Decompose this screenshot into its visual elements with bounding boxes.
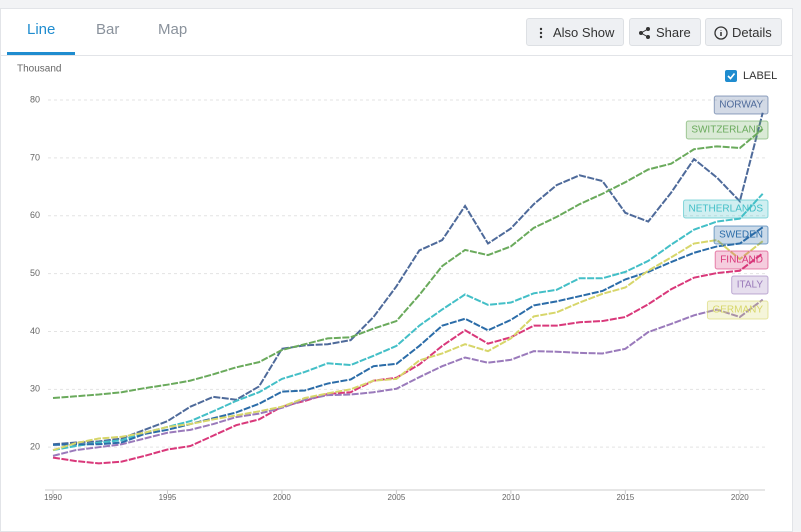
button-label: Details bbox=[732, 25, 772, 40]
icon bbox=[539, 27, 543, 39]
series-label-box bbox=[706, 300, 769, 320]
series-label: FINLAND bbox=[714, 250, 769, 270]
series-label-box bbox=[713, 95, 769, 115]
series-line bbox=[52, 112, 764, 446]
series-label: NORWAY bbox=[713, 95, 769, 115]
icon bbox=[714, 26, 728, 40]
series-label-text: SWITZERLAND bbox=[691, 125, 763, 136]
series-label-text: ITALY bbox=[737, 280, 764, 291]
tab-bar[interactable]: Bar bbox=[96, 21, 120, 38]
y-tick-label: 20 bbox=[30, 442, 40, 452]
series-label-text: NORWAY bbox=[719, 100, 763, 111]
series-label-box bbox=[731, 275, 769, 295]
x-tick-label: 1990 bbox=[44, 493, 62, 502]
icon bbox=[639, 27, 650, 39]
series-label-text: GERMANY bbox=[712, 305, 763, 316]
series-line bbox=[52, 239, 764, 452]
card: Line Bar Map Also Show Share Details bbox=[0, 8, 793, 532]
y-tick-label: 30 bbox=[30, 384, 40, 394]
series-label-text: FINLAND bbox=[720, 255, 763, 266]
x-tick-label: 2015 bbox=[616, 493, 634, 502]
share-button[interactable]: Share bbox=[629, 18, 701, 46]
label-checkbox[interactable] bbox=[725, 70, 737, 82]
y-tick-label: 50 bbox=[30, 268, 40, 278]
checkmark bbox=[727, 73, 736, 80]
details-button[interactable]: Details bbox=[705, 18, 782, 46]
active-tab-indicator bbox=[7, 52, 75, 55]
series-label: ITALY bbox=[731, 275, 769, 295]
y-unit: Thousand bbox=[17, 64, 61, 75]
y-tick-label: 80 bbox=[30, 94, 40, 104]
label-toggle[interactable]: LABEL bbox=[743, 70, 777, 82]
series-line bbox=[52, 193, 764, 452]
tab-bar: Line Bar Map Also Show Share Details bbox=[1, 9, 792, 56]
series-label-box bbox=[685, 120, 769, 140]
y-tick-label: 70 bbox=[30, 152, 40, 162]
button-label: Also Show bbox=[553, 25, 615, 40]
tab-line[interactable]: Line bbox=[27, 21, 56, 38]
x-tick-label: 2020 bbox=[731, 493, 749, 502]
series-label-box bbox=[714, 250, 769, 270]
x-tick-label: 2000 bbox=[273, 493, 291, 502]
series-label: GERMANY bbox=[706, 300, 769, 320]
series-label: NETHERLANDS bbox=[683, 199, 769, 219]
series-label: SWEDEN bbox=[713, 225, 769, 245]
series-label: SWITZERLAND bbox=[685, 120, 769, 140]
also-show-button[interactable]: Also Show bbox=[526, 18, 625, 46]
y-tick-label: 40 bbox=[30, 326, 40, 336]
series-line bbox=[52, 128, 764, 400]
series-label-box bbox=[683, 199, 769, 219]
x-tick-label: 1995 bbox=[159, 493, 177, 502]
series-line bbox=[52, 252, 764, 465]
x-tick-label: 2010 bbox=[502, 493, 520, 502]
x-tick-label: 2005 bbox=[388, 493, 406, 502]
series-line bbox=[52, 298, 764, 457]
series-label-text: SWEDEN bbox=[719, 230, 763, 241]
y-tick-label: 60 bbox=[30, 210, 40, 220]
button-label: Share bbox=[656, 25, 691, 40]
series-label-box bbox=[713, 225, 769, 245]
tab-map[interactable]: Map bbox=[158, 21, 188, 38]
series-label-text: NETHERLANDS bbox=[689, 204, 764, 215]
